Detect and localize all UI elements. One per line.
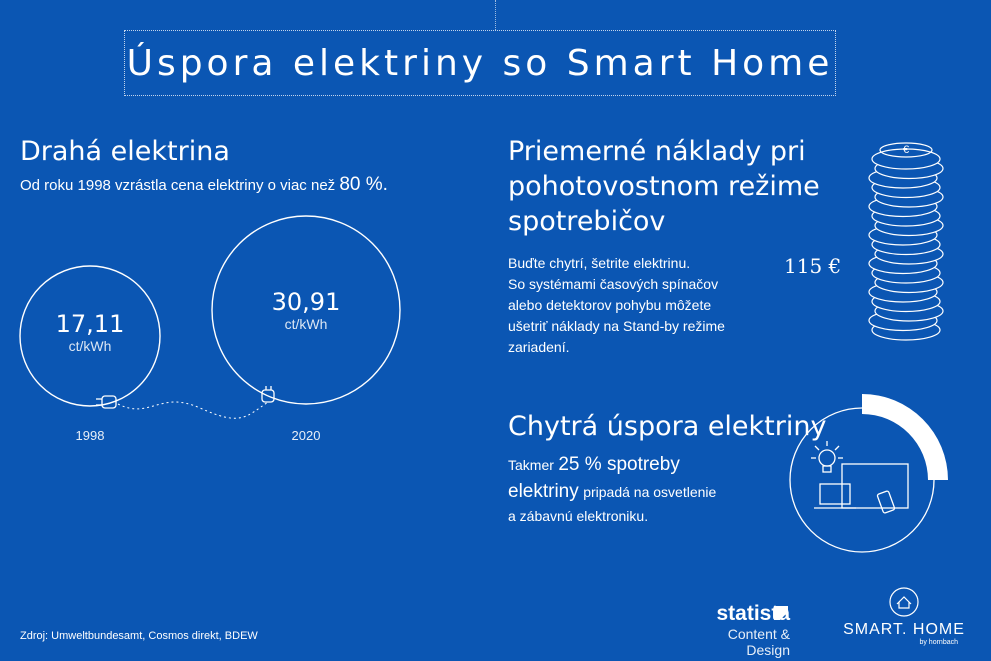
value-1998: 17,11 ct/kWh [40, 310, 140, 354]
standby-heading-line: spotrebičov [508, 206, 666, 237]
title-box: Úspora elektriny so Smart Home [124, 30, 836, 96]
smart-text-pre: Takmer [508, 457, 554, 473]
smart-home-logo: SMART. HOME by hornbach [836, 586, 972, 646]
standby-heading-line: pohotovostnom režime [508, 171, 820, 202]
statista-sub: Content & Design [727, 626, 790, 658]
standby-heading: Priemerné náklady pri pohotovostnom reži… [508, 134, 820, 239]
standby-text-line: Buďte chytrí, šetrite elektrinu. [508, 255, 691, 271]
cable-line [117, 401, 269, 419]
smart-text: Takmer 25 % spotreby elektriny pripadá n… [508, 452, 716, 526]
standby-text: Buďte chytrí, šetrite elektrinu. So syst… [508, 253, 725, 358]
value-1998-unit: ct/kWh [68, 338, 112, 354]
value-2020: 30,91 ct/kWh [256, 288, 356, 332]
statista-logo: statista Content & Design [690, 602, 790, 658]
standby-text-line: ušetriť náklady na Stand-by režime [508, 318, 725, 334]
smart-text-big1: 25 % spotreby [558, 454, 680, 475]
donut-share-segment [862, 394, 948, 480]
value-1998-number: 17,11 [55, 310, 125, 338]
standby-text-line: zariadení. [508, 339, 570, 355]
value-2020-number: 30,91 [271, 288, 341, 316]
usage-donut [789, 394, 948, 553]
source-note: Zdroj: Umweltbundesamt, Cosmos direkt, B… [20, 630, 258, 642]
standby-text-line: So systémami časových spínačov [508, 276, 719, 292]
tv-icon [841, 463, 909, 509]
statista-mark-icon [774, 606, 788, 620]
left-text: Od roku 1998 vzrástla cena elektriny o v… [20, 174, 388, 196]
smart-text-rest: pripadá na osvetlenie [583, 484, 717, 500]
smart-home-by: by hornbach [919, 639, 958, 646]
phone-icon [876, 490, 896, 514]
socket-plug-icon [261, 386, 275, 403]
lightbulb-icon [811, 441, 843, 473]
circle-1998 [19, 265, 161, 407]
smart-text-line3: a zábavnú elektroniku. [508, 508, 649, 524]
laptop-icon [814, 483, 856, 509]
value-2020-unit: ct/kWh [284, 316, 328, 332]
smart-home-wordmark: SMART. HOME [843, 621, 965, 638]
standby-price: 115 € [784, 254, 842, 278]
euro-icon: € [903, 144, 910, 156]
smart-text-big2: elektriny [508, 481, 579, 502]
coin-stack-icon [868, 142, 944, 341]
statista-wordmark: statista [716, 602, 790, 625]
page-title: Úspora elektriny so Smart Home [126, 42, 834, 84]
top-divider [495, 0, 496, 30]
circle-2020 [211, 215, 401, 405]
year-1998: 1998 [75, 428, 105, 443]
left-heading: Drahá elektrina [20, 136, 230, 167]
left-text-highlight: 80 %. [339, 174, 388, 195]
year-2020: 2020 [291, 428, 321, 443]
home-icon [889, 587, 919, 617]
plug-icon [96, 395, 117, 409]
standby-heading-line: Priemerné náklady pri [508, 136, 806, 167]
standby-text-line: alebo detektorov pohybu môžete [508, 297, 712, 313]
left-text-main: Od roku 1998 vzrástla cena elektriny o v… [20, 177, 336, 194]
smart-heading: Chytrá úspora elektriny [508, 411, 827, 442]
